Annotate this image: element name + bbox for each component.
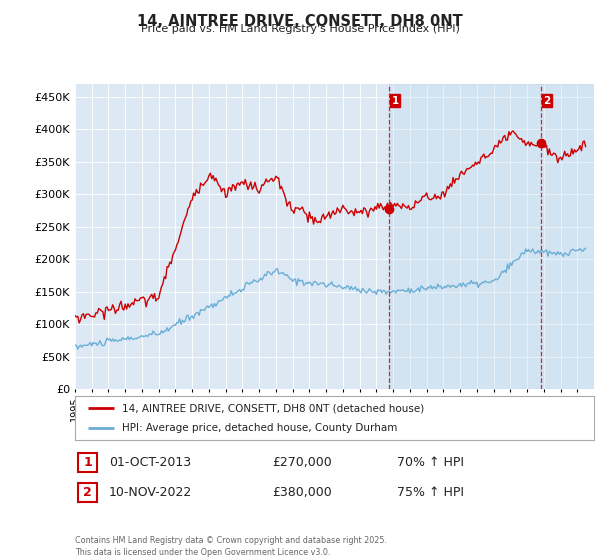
Text: 2: 2	[83, 486, 92, 499]
Text: 10-NOV-2022: 10-NOV-2022	[109, 486, 192, 499]
Text: 14, AINTREE DRIVE, CONSETT, DH8 0NT: 14, AINTREE DRIVE, CONSETT, DH8 0NT	[137, 14, 463, 29]
FancyBboxPatch shape	[77, 452, 97, 472]
Text: 14, AINTREE DRIVE, CONSETT, DH8 0NT (detached house): 14, AINTREE DRIVE, CONSETT, DH8 0NT (det…	[122, 403, 424, 413]
Text: £270,000: £270,000	[272, 456, 332, 469]
Text: HPI: Average price, detached house, County Durham: HPI: Average price, detached house, Coun…	[122, 423, 397, 433]
Text: 70% ↑ HPI: 70% ↑ HPI	[397, 456, 464, 469]
Text: £380,000: £380,000	[272, 486, 332, 499]
Text: 1: 1	[391, 96, 398, 106]
Text: 01-OCT-2013: 01-OCT-2013	[109, 456, 191, 469]
Text: Price paid vs. HM Land Registry's House Price Index (HPI): Price paid vs. HM Land Registry's House …	[140, 24, 460, 34]
Text: 2: 2	[544, 96, 551, 106]
Text: 1: 1	[83, 456, 92, 469]
FancyBboxPatch shape	[77, 483, 97, 502]
Text: Contains HM Land Registry data © Crown copyright and database right 2025.
This d: Contains HM Land Registry data © Crown c…	[75, 536, 387, 557]
Text: 75% ↑ HPI: 75% ↑ HPI	[397, 486, 464, 499]
Bar	[389, 84, 594, 389]
